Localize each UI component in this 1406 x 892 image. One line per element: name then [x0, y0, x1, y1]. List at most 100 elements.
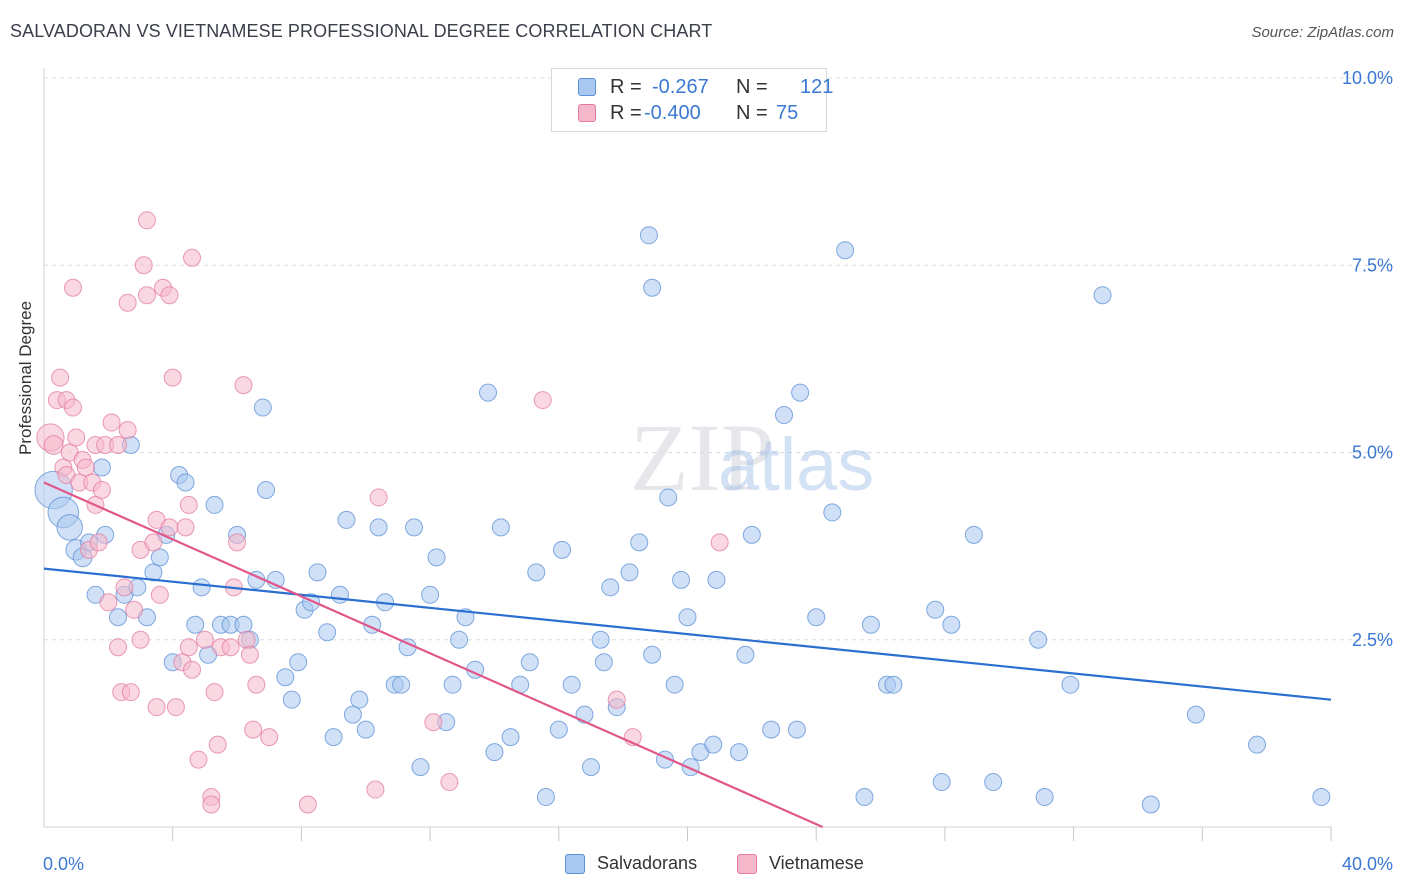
vietnamese-point — [183, 248, 202, 267]
vietnamese-point — [237, 630, 256, 649]
salvadoran-point — [318, 623, 337, 642]
vietnamese-point — [205, 683, 224, 702]
vietnamese-point — [125, 600, 144, 619]
salvadoran-point — [527, 563, 546, 582]
salvadoran-point — [56, 514, 83, 541]
salvadoran-point — [343, 705, 362, 724]
vietnamese-point — [160, 518, 179, 537]
salvadoran-point — [643, 278, 662, 297]
data-points — [34, 211, 1331, 814]
salvadoran-point — [109, 608, 128, 627]
salvadoran-point — [736, 645, 755, 664]
salvadoran-point — [253, 398, 272, 417]
vietnamese-point — [202, 795, 221, 814]
n-value-salvadorans: 121 — [800, 76, 834, 98]
vietnamese-point — [99, 593, 118, 612]
vietnamese-point — [76, 458, 95, 477]
salvadoran-point — [787, 720, 806, 739]
vietnamese-point — [109, 638, 128, 657]
salvadoran-point — [350, 690, 369, 709]
salvadoran-point — [581, 758, 600, 777]
salvadoran-point — [659, 488, 678, 507]
salvadoran-point — [421, 585, 440, 604]
gridlines — [44, 77, 1391, 641]
source-note: Source: ZipAtlas.com — [1251, 24, 1394, 41]
vietnamese-point — [179, 638, 198, 657]
salvadoran-point — [932, 773, 951, 792]
vietnamese-point — [533, 391, 552, 410]
salvadoran-point — [591, 630, 610, 649]
salvadoran-point — [984, 773, 1003, 792]
salvadoran-point — [594, 653, 613, 672]
vietnamese-point — [710, 533, 729, 552]
vietnamese-point — [240, 645, 259, 664]
vietnamese-point — [369, 488, 388, 507]
vietnamese-point — [183, 660, 202, 679]
salvadoran-point — [443, 675, 462, 694]
salvadoran-point — [861, 615, 880, 634]
salvadoran-point — [562, 675, 581, 694]
vietnamese-point — [244, 720, 263, 739]
salvadoran-point — [964, 525, 983, 544]
salvadoran-point — [601, 578, 620, 597]
y-tick-label: 5.0% — [1352, 443, 1393, 463]
watermark-atlas: atlas — [718, 423, 874, 506]
salvadoran-trend-line — [43, 567, 1332, 701]
vietnamese-point — [228, 533, 247, 552]
vietnamese-point — [440, 773, 459, 792]
vietnamese-point — [121, 683, 140, 702]
salvadoran-point — [520, 653, 539, 672]
salvadoran-point — [289, 653, 308, 672]
salvadoran-point — [665, 675, 684, 694]
salvadoran-point — [1029, 630, 1048, 649]
salvadoran-point — [324, 728, 343, 747]
vietnamese-point — [102, 413, 121, 432]
watermark: ZIP atlas — [630, 404, 874, 511]
vietnamese-point — [189, 750, 208, 769]
vietnamese-point — [260, 728, 279, 747]
vietnamese-point — [221, 638, 240, 657]
salvadoran-point — [186, 615, 205, 634]
vietnamese-point — [63, 398, 82, 417]
n-label: N = — [736, 102, 768, 124]
salvadoran-point — [337, 510, 356, 529]
n-value-vietnamese: 75 — [776, 102, 799, 124]
n-label: N = — [736, 76, 768, 98]
vietnamese-point — [179, 495, 198, 514]
salvadoran-point — [356, 720, 375, 739]
y-axis-label: Professional Degree — [16, 300, 35, 455]
salvadoran-point — [282, 690, 301, 709]
vietnamese-point — [118, 421, 137, 440]
salvadoran-point — [1247, 735, 1266, 754]
salvadoran-point — [1093, 286, 1112, 305]
vietnamese-point — [144, 533, 163, 552]
vietnamese-point — [137, 211, 156, 230]
salvadoran-point — [639, 226, 658, 245]
trend-lines — [43, 481, 1332, 829]
y-tick-label: 7.5% — [1352, 255, 1393, 275]
salvadoran-point — [855, 788, 874, 807]
vietnamese-point — [160, 286, 179, 305]
salvadoran-point — [707, 570, 726, 589]
vietnamese-point — [109, 436, 128, 455]
r-label: R = — [610, 102, 642, 124]
vietnamese-point — [67, 428, 86, 447]
vietnamese-point — [51, 368, 70, 387]
x-tick-label: 40.0% — [1342, 854, 1393, 874]
salvadoran-point — [1186, 705, 1205, 724]
vietnamese-point — [131, 630, 150, 649]
salvadoran-point — [150, 548, 169, 567]
salvadoran-point — [205, 495, 224, 514]
vietnamese-point — [366, 780, 385, 799]
salvadoran-point — [742, 525, 761, 544]
vietnamese-point — [424, 713, 443, 732]
salvadoran-point — [762, 720, 781, 739]
salvadoran-point — [549, 720, 568, 739]
vietnamese-point — [234, 376, 253, 395]
vietnamese-point — [147, 698, 166, 717]
salvadoran-point — [620, 563, 639, 582]
correlation-legend: R = -0.267 N = 121 R = -0.400 N = 75 — [551, 68, 833, 132]
salvadoran-point — [1312, 788, 1331, 807]
tick-labels: 2.5% 5.0% 7.5% 10.0% 0.0% 40.0% — [43, 68, 1393, 874]
